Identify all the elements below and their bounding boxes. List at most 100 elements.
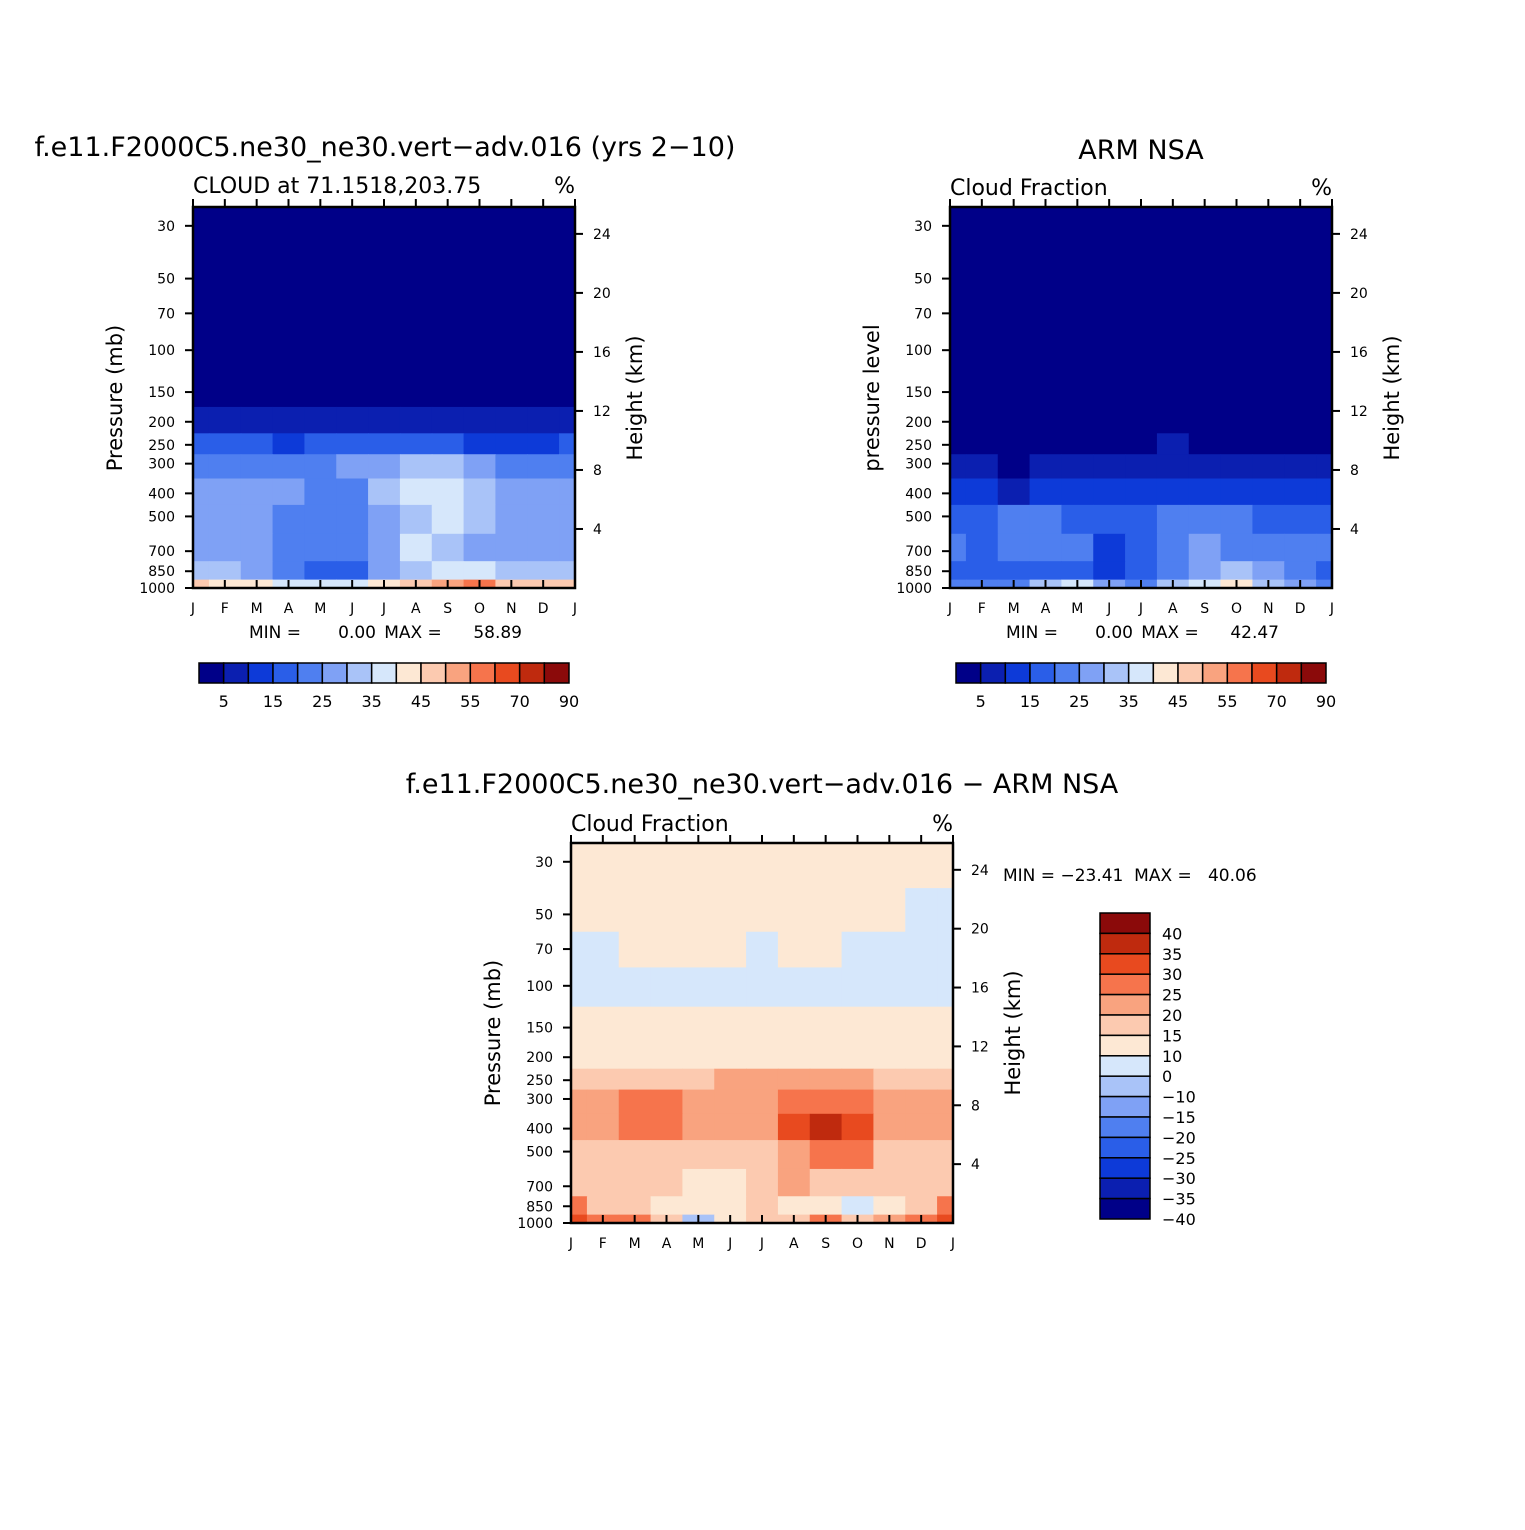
obs-y2-tick-label: 16	[1350, 345, 1368, 361]
panel-diff-title: f.e11.F2000C5.ne30_ne30.vert−adv.016 − A…	[406, 769, 1119, 800]
model-cell	[304, 331, 337, 372]
model-cell	[495, 454, 528, 480]
model-cell	[399, 406, 433, 434]
obs-cell	[950, 504, 967, 535]
diff-cell	[841, 1196, 875, 1216]
model-cell	[304, 433, 337, 455]
diff-y-tick-label: 400	[526, 1122, 553, 1138]
obs-y-tick-label: 200	[905, 415, 932, 431]
obs-cell	[1252, 561, 1285, 581]
model-cell	[559, 561, 576, 581]
diff-cell	[937, 1068, 954, 1091]
model-colorbar-swatch	[444, 662, 472, 684]
diff-cell	[746, 1113, 779, 1141]
model-cell	[304, 454, 337, 480]
obs-cell	[1061, 406, 1094, 434]
model-cell	[399, 433, 433, 455]
obs-cell	[1156, 533, 1190, 562]
model-cell	[193, 579, 210, 589]
model-cell	[272, 406, 306, 434]
model-cell	[559, 533, 576, 562]
model-y-tick-label: 100	[148, 343, 175, 359]
diff-x-tick-label: M	[629, 1236, 641, 1252]
diff-cell	[809, 1113, 843, 1141]
diff-colorbar-swatch	[1099, 932, 1151, 955]
diff-cell	[618, 967, 652, 1008]
diff-cell	[841, 967, 875, 1008]
diff-cell	[586, 1196, 620, 1216]
diff-cell	[586, 967, 620, 1008]
diff-cell	[618, 1006, 652, 1043]
model-cell	[193, 406, 210, 434]
diff-cell	[682, 1042, 715, 1070]
model-cell	[495, 504, 528, 535]
obs-colorbar-swatch	[1053, 662, 1081, 684]
obs-cell	[950, 454, 967, 480]
obs-cell	[1316, 207, 1333, 253]
diff-cell	[746, 1196, 779, 1216]
obs-cell	[1156, 252, 1190, 297]
obs-cell	[1220, 331, 1254, 372]
obs-cell	[1188, 252, 1222, 297]
model-cell	[527, 454, 560, 480]
diff-y-tick-label: 50	[535, 907, 553, 923]
model-cell	[495, 371, 528, 408]
diff-cell	[586, 1113, 620, 1141]
obs-cell	[1284, 207, 1317, 253]
diff-colorbar-swatch	[1099, 1095, 1151, 1118]
model-colorbar-swatch	[222, 662, 250, 684]
diff-cell	[586, 1042, 620, 1070]
model-cell	[559, 579, 576, 589]
diff-cell	[682, 967, 715, 1008]
model-colorbar-swatch	[198, 662, 225, 684]
obs-colorbar-swatch	[979, 662, 1007, 684]
diff-cell	[714, 888, 747, 933]
diff-colorbar-label: −40	[1162, 1210, 1196, 1229]
obs-cell	[1029, 371, 1063, 408]
diff-cell	[618, 931, 652, 969]
obs-y-tick-label: 850	[905, 564, 932, 580]
panel-obs-title: ARM NSA	[1078, 135, 1204, 166]
obs-cell	[1252, 207, 1285, 253]
model-cell	[559, 331, 576, 372]
diff-cell	[571, 1168, 588, 1197]
model-x-tick-label: J	[190, 601, 195, 617]
obs-y-tick-label: 300	[905, 457, 932, 473]
obs-cell	[1252, 504, 1285, 535]
diff-cell	[650, 843, 684, 889]
diff-cell	[873, 1006, 906, 1043]
diff-cell	[586, 1089, 620, 1115]
model-y-tick-label: 400	[148, 486, 175, 502]
model-colorbar-swatch	[494, 662, 521, 684]
obs-x-tick-label: O	[1231, 601, 1242, 617]
obs-y-tick-label: 150	[905, 385, 932, 401]
obs-cell	[1093, 533, 1126, 562]
diff-cell	[650, 967, 684, 1008]
obs-cell	[1316, 478, 1333, 506]
obs-colorbar-swatch	[1004, 662, 1031, 684]
diff-cell	[873, 1042, 906, 1070]
diff-cell	[714, 1196, 747, 1216]
diff-cell	[873, 1113, 906, 1141]
diff-colorbar-swatch	[1099, 1116, 1151, 1139]
panel-model-title: f.e11.F2000C5.ne30_ne30.vert−adv.016 (yr…	[35, 132, 736, 163]
obs-cell	[1316, 252, 1333, 297]
model-cell	[193, 207, 210, 253]
obs-cell	[1252, 478, 1285, 506]
obs-cell	[997, 533, 1031, 562]
model-cell	[208, 295, 242, 333]
obs-cell	[1316, 406, 1333, 434]
diff-cell	[777, 843, 811, 889]
diff-cell	[873, 931, 906, 969]
obs-colorbar-swatch	[1226, 662, 1253, 684]
diff-x-tick-label: S	[821, 1236, 830, 1252]
model-colorbar-swatch	[420, 662, 447, 684]
model-cell	[208, 406, 242, 434]
diff-colorbar-swatch	[1099, 1055, 1151, 1077]
model-cell	[208, 504, 242, 535]
diff-cell	[777, 1006, 811, 1043]
diff-colorbar-label: 15	[1162, 1026, 1182, 1045]
diff-colorbar-swatch	[1099, 1197, 1151, 1220]
obs-cell	[997, 295, 1031, 333]
model-cell	[272, 533, 306, 562]
